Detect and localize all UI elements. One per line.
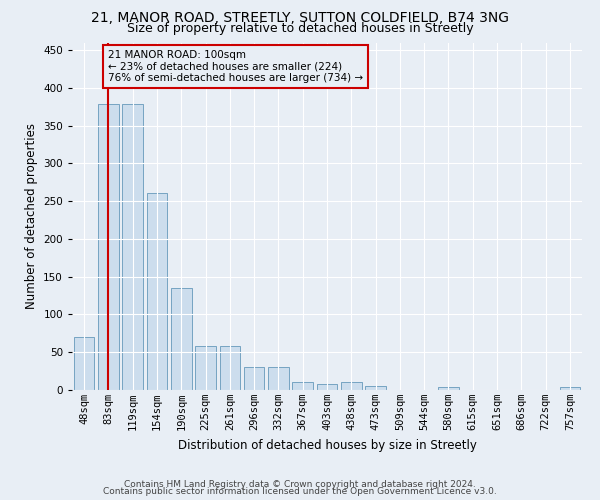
Bar xyxy=(74,337,94,390)
X-axis label: Distribution of detached houses by size in Streetly: Distribution of detached houses by size … xyxy=(178,438,476,452)
Bar xyxy=(268,368,289,390)
Bar xyxy=(98,104,119,390)
Bar xyxy=(292,382,313,390)
Bar xyxy=(365,386,386,390)
Bar xyxy=(317,384,337,390)
Bar xyxy=(146,193,167,390)
Text: 21, MANOR ROAD, STREETLY, SUTTON COLDFIELD, B74 3NG: 21, MANOR ROAD, STREETLY, SUTTON COLDFIE… xyxy=(91,11,509,25)
Text: 21 MANOR ROAD: 100sqm
← 23% of detached houses are smaller (224)
76% of semi-det: 21 MANOR ROAD: 100sqm ← 23% of detached … xyxy=(108,50,363,84)
Bar xyxy=(171,288,191,390)
Text: Contains public sector information licensed under the Open Government Licence v3: Contains public sector information licen… xyxy=(103,487,497,496)
Bar xyxy=(438,387,459,390)
Text: Contains HM Land Registry data © Crown copyright and database right 2024.: Contains HM Land Registry data © Crown c… xyxy=(124,480,476,489)
Bar xyxy=(560,387,580,390)
Bar xyxy=(220,346,240,390)
Text: Size of property relative to detached houses in Streetly: Size of property relative to detached ho… xyxy=(127,22,473,35)
Bar xyxy=(122,104,143,390)
Bar xyxy=(244,368,265,390)
Bar xyxy=(195,346,216,390)
Bar xyxy=(341,382,362,390)
Y-axis label: Number of detached properties: Number of detached properties xyxy=(25,123,38,309)
